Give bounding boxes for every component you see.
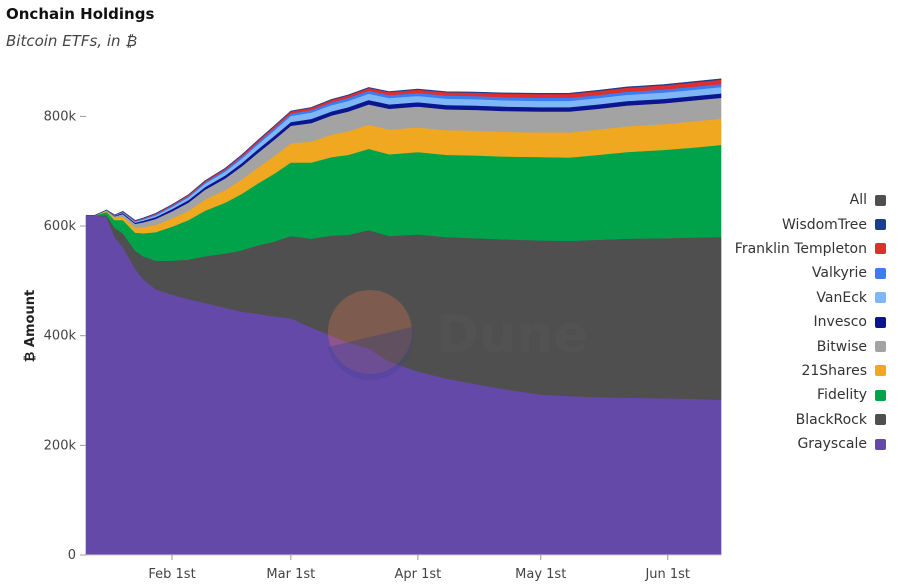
legend-item-vaneck[interactable]: VanEck: [735, 286, 886, 310]
area-wisdomtree: [86, 78, 722, 221]
legend-item-21shares[interactable]: 21Shares: [735, 359, 886, 383]
legend-label: Fidelity: [817, 387, 867, 404]
legend-swatch: [875, 243, 886, 255]
x-tick-label: May 1st: [515, 567, 566, 582]
legend-item-blackrock[interactable]: BlackRock: [735, 408, 886, 432]
legend-label: All: [849, 192, 867, 209]
legend-swatch: [875, 219, 886, 231]
y-tick-label: 200k: [44, 438, 77, 453]
legend-item-wisdomtree[interactable]: WisdomTree: [735, 212, 886, 236]
y-axis-ticks: 0 200k 400k 600k 800k: [44, 109, 86, 563]
y-tick-label: 600k: [44, 219, 77, 234]
area-series-group: [85, 78, 722, 556]
legend-swatch: [875, 365, 886, 377]
x-tick-label: Apr 1st: [394, 567, 441, 582]
legend-item-franklin-templeton[interactable]: Franklin Templeton: [735, 237, 886, 261]
legend-label: BlackRock: [795, 411, 867, 428]
y-tick-label: 800k: [44, 109, 77, 124]
x-tick-label: Mar 1st: [266, 567, 315, 582]
y-axis-label: ₿ Amount: [23, 290, 38, 362]
chart-legend: All WisdomTree Franklin Templeton Valkyrie V…: [735, 188, 886, 456]
legend-label: Franklin Templeton: [734, 240, 867, 257]
legend-label: Valkyrie: [811, 265, 867, 282]
dune-watermark: Dune: [328, 290, 588, 381]
legend-item-bitwise[interactable]: Bitwise: [735, 334, 886, 358]
legend-item-grayscale[interactable]: Grayscale: [735, 432, 886, 456]
legend-label: WisdomTree: [782, 216, 867, 233]
chart-subtitle: Bitcoin ETFs, in ₿: [6, 32, 138, 50]
chart-title: Onchain Holdings: [6, 5, 155, 23]
legend-label: VanEck: [816, 289, 867, 306]
legend-label: Grayscale: [797, 436, 867, 453]
x-axis-ticks: Feb 1st Mar 1st Apr 1st May 1st Jun 1st: [148, 555, 690, 582]
legend-swatch: [875, 292, 886, 304]
legend-label: Bitwise: [816, 338, 867, 355]
legend-swatch: [875, 194, 886, 206]
x-tick-label: Jun 1st: [644, 567, 690, 582]
legend-label: 21Shares: [801, 362, 867, 379]
legend-item-all[interactable]: All: [735, 188, 886, 212]
legend-swatch: [875, 438, 886, 450]
legend-swatch: [875, 341, 886, 353]
legend-label: Invesco: [813, 314, 867, 331]
legend-swatch: [875, 389, 886, 401]
watermark-text: Dune: [436, 305, 588, 365]
x-tick-label: Feb 1st: [148, 567, 195, 582]
legend-item-invesco[interactable]: Invesco: [735, 310, 886, 334]
y-tick-label: 0: [68, 548, 76, 563]
legend-swatch: [875, 414, 886, 426]
legend-swatch: [875, 316, 886, 328]
y-tick-label: 400k: [44, 329, 77, 344]
dune-logo-shade: [328, 327, 414, 381]
legend-swatch: [875, 267, 886, 279]
legend-item-fidelity[interactable]: Fidelity: [735, 383, 886, 407]
dune-logo-icon: [328, 290, 412, 374]
legend-item-valkyrie[interactable]: Valkyrie: [735, 261, 886, 285]
